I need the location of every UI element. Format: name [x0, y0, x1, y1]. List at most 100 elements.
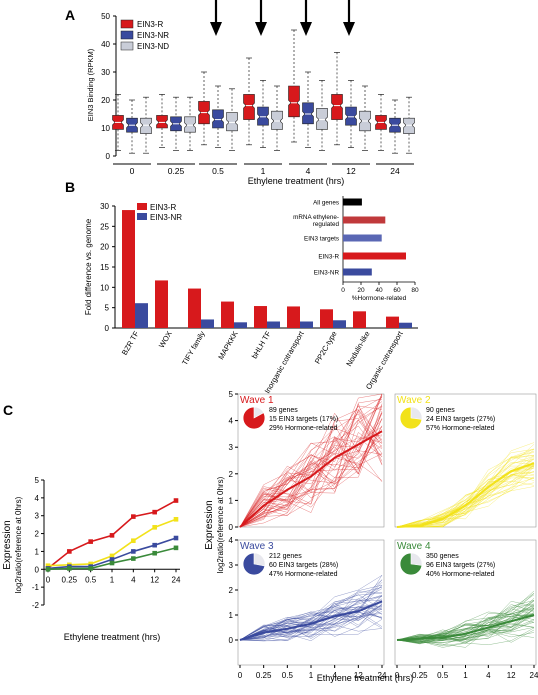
- c-summary-x-tick-label: 0.5: [85, 575, 97, 584]
- wave-x-tick-label: 0: [395, 671, 400, 680]
- wave-y-tick-label: 4: [229, 417, 234, 426]
- wave-mean-line: [396, 462, 535, 528]
- b-bar-ein3-nr: [333, 320, 346, 328]
- wave-gene-trace: [239, 395, 383, 528]
- panel-a-letter: A: [65, 7, 75, 23]
- a-box: [271, 110, 283, 130]
- c-summary-point: [152, 542, 157, 548]
- wave-gene-trace: [239, 409, 383, 528]
- highlight-arrow-head: [343, 22, 355, 36]
- b-y-tick-label: 20: [100, 243, 109, 252]
- wave-targets: 96 EIN3 targets (27%): [426, 562, 495, 569]
- wave-gene-trace: [239, 611, 383, 641]
- inset-x-tick-label: 80: [411, 287, 419, 294]
- wave-x-tick-label: 24: [530, 671, 538, 680]
- a-box: [316, 108, 328, 130]
- c-summary-point: [67, 549, 72, 554]
- wave-gene-trace: [239, 450, 383, 528]
- a-category-labels: 0 0.25 0.5 1 4 12 24: [113, 163, 414, 176]
- c-waves-y-label: Expression: [204, 500, 215, 549]
- b-y-tick-label: 15: [100, 263, 109, 272]
- wave-gene-trace: [239, 419, 383, 528]
- wave-gene-trace: [239, 418, 383, 528]
- a-box-ein3-nd-4: [316, 80, 328, 151]
- wave-x-tick-label: 0.25: [256, 671, 272, 680]
- b-bars: [122, 210, 412, 328]
- wave-targets: 15 EIN3 targets (17%): [269, 416, 338, 423]
- c-summary-point: [109, 533, 115, 538]
- c-summary-x-tick-label: 4: [131, 575, 136, 584]
- wave-hormone: 29% Hormone-related: [269, 425, 338, 432]
- a-y-tick-label: 50: [101, 12, 110, 21]
- a-box-ein3-r-4: [288, 29, 300, 143]
- a-legend-swatch: [120, 30, 134, 40]
- wave-gene-trace: [396, 600, 535, 642]
- c-summary-point: [152, 525, 157, 530]
- b-legend-label: EIN3-NR: [150, 213, 182, 222]
- b-y-ticks: 0 5 10 15 20 25 30: [100, 202, 115, 333]
- a-box-ein3-nd-12: [359, 85, 371, 151]
- c-summary-point: [109, 553, 115, 559]
- a-category-label: 0: [130, 166, 135, 176]
- a-legend-label: EIN3-NR: [137, 31, 169, 40]
- a-box-ein3-nd-0.25: [184, 96, 196, 151]
- b-y-axis-label: Fold difference vs. genome: [84, 218, 93, 315]
- b-bar-ein3-r: [353, 311, 366, 328]
- wave-gene-trace: [239, 601, 383, 641]
- highlight-arrows: [210, 0, 355, 36]
- inset-category-label: All genes: [313, 200, 339, 207]
- a-legend-swatch: [120, 19, 134, 29]
- wave-y-tick-label: 3: [229, 443, 234, 452]
- wave-genes: 212 genes: [269, 553, 302, 560]
- b-y-tick-label: 10: [100, 283, 109, 292]
- wave-x-tick-label: 12: [507, 671, 516, 680]
- a-box-ein3-r-1: [243, 57, 255, 146]
- c-summary-y-tick-label: -1: [32, 583, 40, 592]
- wave-gene-trace: [239, 624, 383, 642]
- a-box-ein3-nd-24: [403, 96, 415, 154]
- b-bar-ein3-r: [188, 288, 201, 328]
- wave-gene-trace: [397, 456, 535, 528]
- a-category-label: 4: [306, 166, 311, 176]
- c-summary-point: [88, 566, 93, 571]
- wave-gene-trace: [239, 600, 383, 641]
- wave-y-tick-label: 0: [229, 523, 234, 532]
- a-box-ein3-nd-0: [140, 96, 152, 154]
- wave-gene-trace: [239, 425, 383, 528]
- a-box: [257, 106, 269, 126]
- wave-genes: 89 genes: [269, 407, 298, 414]
- b-bar-ein3-r: [287, 306, 300, 328]
- b-category-label: TIFY family: [180, 329, 207, 366]
- c-summary-point: [131, 549, 136, 554]
- wave-gene-trace: [239, 397, 383, 528]
- a-box-plots: [112, 29, 415, 154]
- wave-x-tick-label: 0.25: [412, 671, 428, 680]
- wave-title: Wave 1: [240, 395, 274, 406]
- b-bar-ein3-nr: [267, 321, 280, 328]
- wave-panel-2: Wave 290 genes 24 EIN3 targets (27%) 57% H…: [394, 393, 537, 528]
- inset-x-tick-label: 0: [341, 287, 345, 294]
- inset-category-label: EIN3 targets: [304, 236, 339, 243]
- c-summary-x-tick-label: 0: [46, 575, 51, 584]
- wave-gene-trace: [396, 456, 535, 528]
- wave-gene-trace: [239, 401, 383, 528]
- c-summary-point: [152, 509, 157, 515]
- c-summary-x-tick-label: 24: [172, 575, 181, 584]
- b-y-tick-label: 5: [105, 304, 110, 313]
- c-summary-point: [131, 514, 136, 519]
- a-box: [212, 109, 224, 129]
- a-box-ein3-nd-1: [271, 85, 283, 151]
- wave-x-tick-label: 0.5: [282, 671, 294, 680]
- wave-gene-trace: [239, 594, 383, 641]
- b-bar-ein3-r: [320, 309, 333, 328]
- wave-genes: 350 genes: [426, 553, 459, 560]
- wave-gene-trace: [396, 603, 535, 641]
- b-bar-ein3-nr: [300, 321, 313, 328]
- wave-panel-1: 0 1 2 3 4 5 Wave 189 genes 15 EIN3 targets (17%…: [229, 390, 385, 532]
- b-legend-swatch: [137, 203, 147, 210]
- wave-title: Wave 4: [397, 541, 431, 552]
